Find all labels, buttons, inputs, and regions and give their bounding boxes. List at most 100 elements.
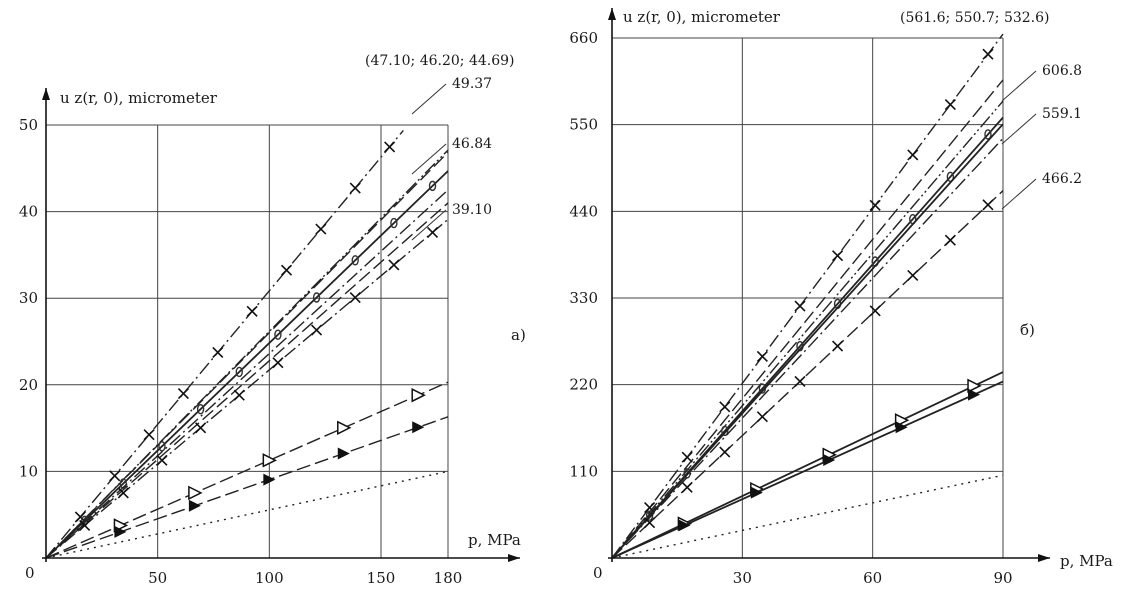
y-axis-label-a: u z(r, 0), micrometer — [60, 89, 218, 107]
series-line-dashdot — [45, 189, 449, 559]
data-point-cross — [74, 511, 86, 523]
series-line-solid — [611, 380, 1004, 559]
data-point-cross — [79, 519, 91, 532]
chart-panel-a: u z(r, 0), micrometer p, MPa 0 a) (47.10… — [19, 53, 526, 587]
data-point-cross — [117, 487, 129, 499]
end-label-leader — [1001, 113, 1037, 145]
y-tick-label: 220 — [569, 376, 598, 394]
x-tick-label: 30 — [733, 569, 752, 587]
data-point-cross — [756, 350, 768, 363]
series-line-dashed — [611, 79, 1004, 559]
data-point-cross — [869, 305, 881, 317]
data-point-cross — [143, 429, 155, 441]
data-point-cross — [195, 422, 207, 434]
x-tick-label: 50 — [148, 569, 167, 587]
data-point-filled-triangle — [678, 519, 691, 532]
data-point-cross — [177, 387, 190, 400]
series-line-dashed — [45, 151, 449, 559]
data-point-cross — [384, 141, 396, 153]
data-point-open-triangle — [188, 485, 203, 501]
end-value-label: 606.8 — [1042, 63, 1082, 79]
x-axis-label-a: p, MPa — [468, 531, 521, 549]
data-point-ring — [645, 510, 654, 521]
data-point-cross — [315, 223, 327, 235]
data-point-cross — [109, 470, 121, 482]
top-annotation-b: (561.6; 550.7; 532.6) — [900, 10, 1050, 26]
x-axis-arrow — [508, 554, 520, 562]
data-point-ring — [312, 292, 321, 303]
origin-label-a: 0 — [25, 564, 35, 582]
y-tick-label: 30 — [19, 289, 38, 307]
series-line-solid — [45, 170, 449, 559]
data-point-ring — [721, 425, 729, 437]
y-tick-label: 110 — [569, 462, 598, 480]
end-label-leader — [411, 209, 447, 241]
data-point-ring — [390, 217, 398, 229]
data-point-cross — [756, 411, 768, 423]
y-axis-label-b: u z(r, 0), micrometer — [623, 8, 781, 26]
data-point-cross — [644, 517, 656, 529]
y-axis-arrow — [42, 88, 50, 100]
x-tick-label: 60 — [863, 569, 882, 587]
data-point-cross — [719, 446, 731, 458]
series-line-solid — [611, 123, 1004, 559]
data-point-filled-triangle — [968, 388, 981, 401]
data-point-filled-triangle — [337, 447, 350, 460]
data-point-cross — [944, 234, 956, 246]
data-point-cross — [907, 269, 919, 282]
origin-label-b: 0 — [593, 564, 603, 582]
data-point-cross — [982, 48, 994, 60]
series-line-dashdot — [611, 137, 1004, 559]
series-line-dashdotdot — [45, 149, 449, 559]
y-tick-label: 10 — [19, 462, 38, 480]
series-line-dashdotdot — [611, 100, 1004, 559]
data-point-ring — [984, 129, 992, 140]
y-tick-label: 330 — [569, 289, 598, 307]
y-tick-label: 20 — [19, 376, 38, 394]
y-tick-label: 550 — [569, 116, 598, 134]
data-point-cross — [832, 340, 844, 352]
series-line-dashed — [611, 190, 1004, 559]
series-line-dashdot — [45, 130, 404, 559]
data-point-filled-triangle — [188, 499, 201, 512]
data-point-cross — [233, 389, 245, 401]
end-value-label: 46.84 — [452, 136, 492, 152]
panel-label-b: б) — [1020, 321, 1035, 339]
data-point-cross — [944, 99, 956, 111]
data-point-ring — [274, 329, 282, 340]
top-annotation-a: (47.10; 46.20; 44.69) — [365, 53, 515, 69]
series-line-dotted — [611, 474, 1004, 559]
data-point-open-triangle — [411, 388, 426, 403]
end-label-leader — [411, 83, 447, 115]
end-label-leader — [1001, 178, 1037, 210]
y-tick-label: 440 — [569, 202, 598, 220]
series-line-solid — [611, 371, 1004, 559]
end-value-label: 466.2 — [1042, 171, 1082, 187]
series-line-dashed — [45, 416, 449, 559]
chart-panel-b: u z(r, 0), micrometer p, MPa 0 б) (561.6… — [569, 8, 1113, 587]
series-line-dashed — [45, 202, 449, 559]
data-point-filled-triangle — [412, 421, 425, 434]
y-tick-label: 50 — [19, 116, 38, 134]
end-value-label: 39.10 — [452, 202, 492, 218]
x-tick-label: 180 — [434, 569, 463, 587]
data-point-ring — [196, 403, 205, 415]
data-point-cross — [272, 357, 284, 369]
data-point-cross — [982, 199, 994, 211]
data-point-ring — [351, 255, 359, 266]
data-point-cross — [280, 264, 293, 276]
data-point-filled-triangle — [823, 453, 836, 466]
panel-label-a: a) — [511, 326, 526, 344]
series-line-dotted — [45, 470, 449, 559]
data-point-cross — [311, 324, 323, 336]
data-point-cross — [426, 226, 439, 238]
data-point-ring — [428, 180, 437, 192]
x-axis-arrow — [1038, 554, 1050, 562]
series-line-dashed — [45, 381, 449, 559]
end-label-leader — [1001, 70, 1037, 102]
data-point-filled-triangle — [263, 473, 276, 486]
x-tick-label: 150 — [367, 569, 396, 587]
data-point-cross — [794, 375, 806, 387]
x-tick-label: 90 — [993, 569, 1012, 587]
data-point-cross — [681, 481, 693, 493]
